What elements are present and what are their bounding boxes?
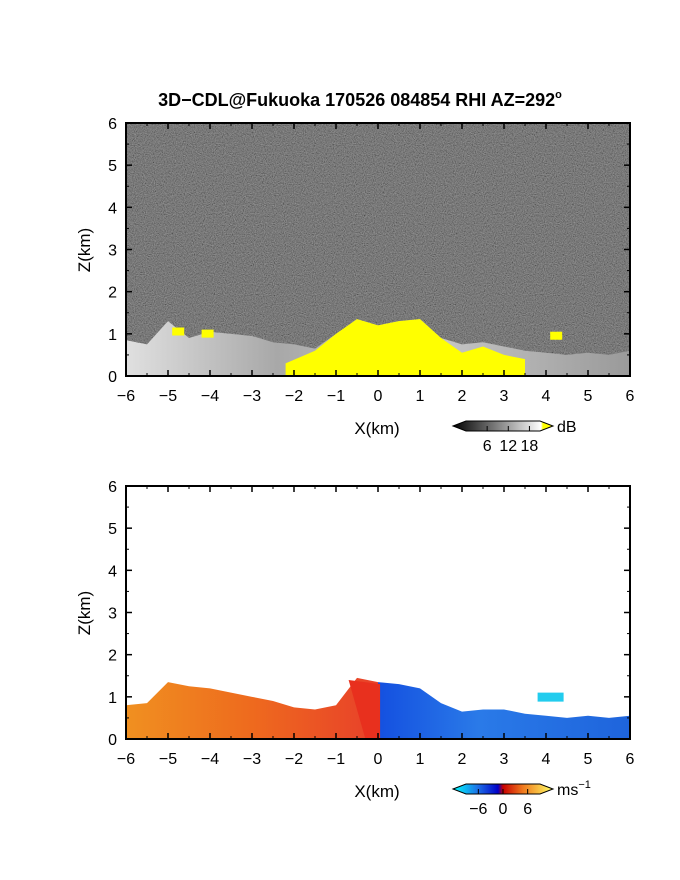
y-tick-label: 4: [108, 563, 117, 580]
velocity-xlabel: X(km): [354, 782, 399, 801]
x-tick-label: 3: [500, 751, 509, 768]
reflectivity-colorbar-bar: [451, 420, 555, 432]
x-tick-label: 1: [416, 388, 425, 405]
reflectivity-xlabel: X(km): [354, 419, 399, 438]
reflectivity-colorbar-unit: dB: [557, 419, 577, 436]
x-tick-label: 4: [542, 751, 551, 768]
y-tick-label: 2: [108, 285, 117, 302]
echo-patch: [172, 327, 185, 336]
colorbar-tick-label: 0: [499, 801, 508, 818]
y-tick-label: 1: [108, 327, 117, 344]
x-tick-label: 0: [374, 388, 383, 405]
chart-title: 3D−CDL@Fukuoka 170526 084854 RHI AZ=292o: [158, 89, 562, 110]
x-tick-label: 2: [458, 388, 467, 405]
x-tick-label: −6: [117, 751, 135, 768]
negative-velocity-region: [378, 682, 630, 739]
y-tick-label: 6: [108, 479, 117, 496]
x-tick-label: −2: [285, 751, 303, 768]
x-tick-label: −1: [327, 388, 345, 405]
x-tick-label: −1: [327, 751, 345, 768]
x-tick-label: 5: [584, 388, 593, 405]
y-tick-label: 4: [108, 200, 117, 217]
y-tick-label: 5: [108, 521, 117, 538]
x-tick-label: 3: [500, 388, 509, 405]
x-tick-label: 6: [626, 751, 635, 768]
x-tick-label: −5: [159, 751, 177, 768]
x-tick-label: −2: [285, 388, 303, 405]
x-tick-label: 6: [626, 388, 635, 405]
x-tick-label: 5: [584, 751, 593, 768]
y-tick-label: 0: [108, 369, 117, 386]
echo-patch: [550, 331, 563, 340]
y-tick-label: 1: [108, 690, 117, 707]
x-tick-label: −4: [201, 751, 219, 768]
y-tick-label: 2: [108, 648, 117, 665]
reflectivity-ylabel: Z(km): [75, 228, 94, 272]
x-tick-label: 2: [458, 751, 467, 768]
y-tick-label: 5: [108, 158, 117, 175]
y-tick-label: 6: [108, 116, 117, 133]
x-tick-label: −3: [243, 751, 261, 768]
convergence-wedge: [348, 679, 381, 739]
colorbar-tick-label: 18: [521, 438, 539, 455]
x-tick-label: −3: [243, 388, 261, 405]
reflectivity-colorbar: 6 12 18 dB: [451, 419, 577, 455]
x-tick-label: 4: [542, 388, 551, 405]
colorbar-tick-label: 12: [499, 438, 517, 455]
velocity-ylabel: Z(km): [75, 591, 94, 635]
colorbar-tick-label: 6: [523, 801, 532, 818]
colorbar-tick-label: 6: [483, 438, 492, 455]
x-tick-label: 0: [374, 751, 383, 768]
x-tick-label: 1: [416, 751, 425, 768]
strong-echo-region: [285, 319, 525, 376]
cyan-echo-patch: [537, 692, 564, 702]
y-tick-label: 3: [108, 243, 117, 260]
velocity-colorbar-unit: ms−1: [557, 779, 591, 799]
positive-velocity-region: [126, 677, 378, 739]
y-tick-label: 0: [108, 732, 117, 749]
x-tick-label: −5: [159, 388, 177, 405]
x-tick-label: −6: [117, 388, 135, 405]
velocity-colorbar: −6 0 6 ms−1: [451, 779, 591, 818]
colorbar-tick-label: −6: [469, 801, 487, 818]
y-tick-label: 3: [108, 606, 117, 623]
echo-patch: [201, 329, 214, 338]
x-tick-label: −4: [201, 388, 219, 405]
